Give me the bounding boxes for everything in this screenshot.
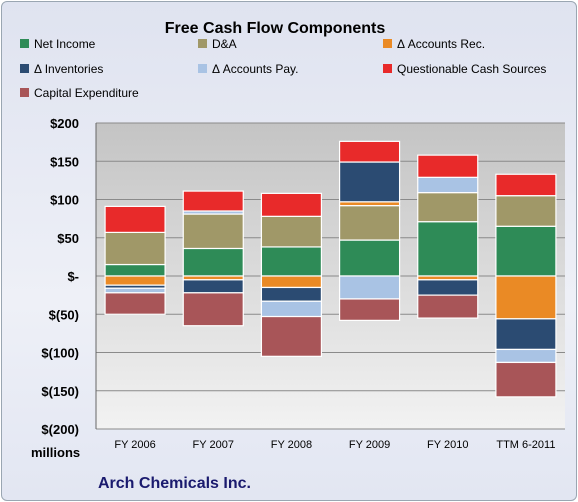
y-tick-label: $(150) (41, 384, 79, 399)
x-category-label: FY 2006 (114, 439, 155, 451)
bar-accounts-pay (338, 275, 401, 300)
y-tick-label: $(200) (41, 422, 79, 437)
bar-net-income (338, 239, 401, 277)
legend-swatch-net-income (20, 39, 29, 48)
y-units-label: millions (31, 445, 80, 460)
legend-swatch-d-a (198, 39, 207, 48)
bar-net-income (417, 221, 479, 277)
bar-accounts-rec (495, 275, 557, 320)
bar-questionable-cash-sources (338, 140, 401, 163)
legend-label-questionable-cash-sources: Questionable Cash Sources (397, 62, 546, 76)
legend-label-d-a: D&A (212, 37, 237, 51)
legend-swatch-accounts-pay (198, 64, 207, 73)
legend: Net Income D&A Δ Accounts Rec. Δ Inventorie… (20, 37, 546, 100)
bar-inventories (260, 286, 323, 302)
x-category-label: FY 2010 (427, 439, 468, 451)
bar-net-income (104, 263, 166, 277)
gridlines (96, 122, 565, 430)
bar-net-income (495, 225, 557, 277)
y-tick-label: $(50) (49, 307, 79, 322)
x-category-label: FY 2007 (193, 439, 234, 451)
legend-label-net-income: Net Income (34, 37, 96, 51)
bar-capital-expenditure (417, 294, 479, 319)
bar-d-a (104, 231, 166, 266)
bar-questionable-cash-sources (417, 154, 479, 178)
y-tick-label: $150 (50, 154, 79, 169)
bar-questionable-cash-sources (104, 205, 166, 233)
bar-d-a (338, 205, 401, 241)
bar-capital-expenditure (182, 292, 244, 327)
legend-swatch-capital-expenditure (20, 88, 29, 97)
y-tick-labels: $200 $150 $100 $50 $- $(50) $(100) $(150) $(200) (41, 116, 79, 437)
bar-inventories (338, 161, 401, 203)
bar-accounts-pay (104, 287, 166, 294)
bar-accounts-pay (417, 176, 479, 194)
bar-inventories (182, 279, 244, 294)
legend-label-accounts-pay: Δ Accounts Pay. (212, 62, 299, 76)
legend-label-accounts-rec: Δ Accounts Rec. (397, 37, 485, 51)
bar-accounts-rec (104, 275, 166, 286)
bar-capital-expenditure (495, 361, 557, 398)
legend-swatch-accounts-rec (383, 39, 392, 48)
bar-net-income (182, 247, 244, 277)
bar-inventories (417, 279, 479, 296)
y-tick-label: $(100) (41, 346, 79, 361)
bar-capital-expenditure (104, 292, 166, 315)
bar-capital-expenditure (338, 298, 401, 321)
bars (104, 140, 557, 398)
bar-d-a (182, 213, 244, 250)
y-tick-label: $200 (50, 116, 79, 131)
bar-d-a (417, 192, 479, 223)
bar-d-a (260, 215, 323, 248)
company-name: Arch Chemicals Inc. (98, 475, 251, 492)
chart-title: Free Cash Flow Components (165, 20, 386, 37)
y-tick-label: $- (67, 269, 79, 284)
legend-swatch-questionable-cash-sources (383, 64, 392, 73)
bar-accounts-pay (495, 348, 557, 364)
legend-label-inventories: Δ Inventories (34, 62, 103, 76)
bar-questionable-cash-sources (260, 192, 323, 217)
y-tick-label: $50 (57, 231, 79, 246)
bar-net-income (260, 246, 323, 277)
bar-accounts-pay (260, 300, 323, 318)
x-category-label: FY 2009 (349, 439, 390, 451)
bar-accounts-rec (260, 275, 323, 289)
bar-capital-expenditure (260, 315, 323, 357)
x-category-label: FY 2008 (271, 439, 312, 451)
bar-inventories (495, 318, 557, 351)
y-tick-label: $100 (50, 193, 79, 208)
legend-label-capital-expenditure: Capital Expenditure (34, 86, 139, 100)
bar-questionable-cash-sources (182, 190, 244, 212)
bar-questionable-cash-sources (495, 173, 557, 197)
x-category-label: TTM 6-2011 (496, 439, 555, 451)
legend-swatch-inventories (20, 64, 29, 73)
x-category-labels: FY 2006 FY 2007 FY 2008 FY 2009 FY 2010 TTM 6… (114, 439, 555, 451)
bar-d-a (495, 195, 557, 227)
